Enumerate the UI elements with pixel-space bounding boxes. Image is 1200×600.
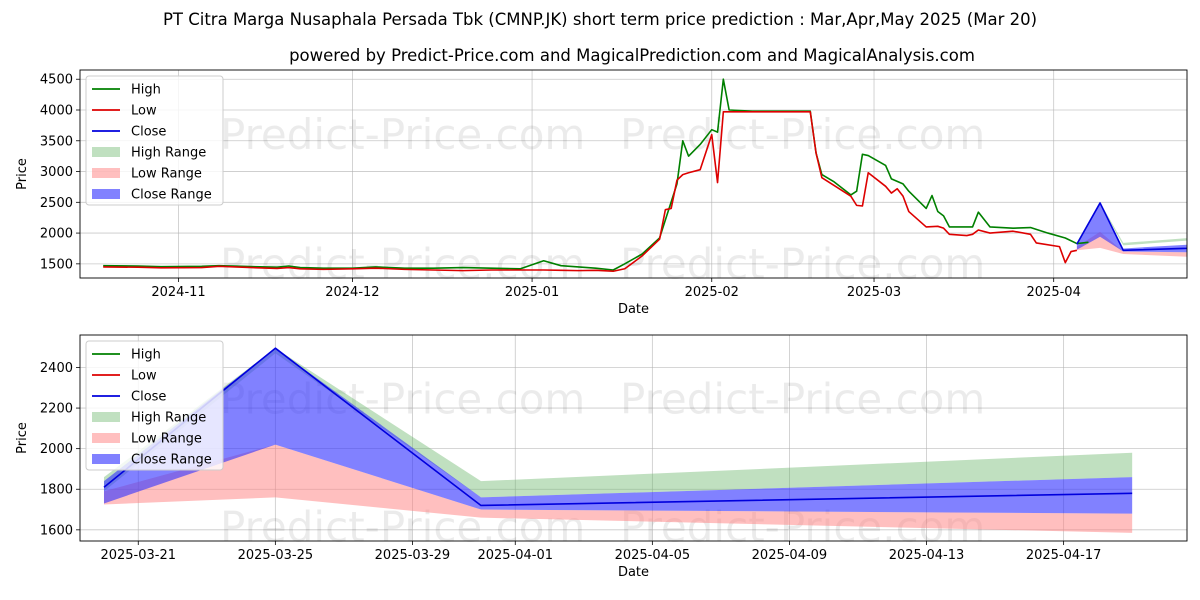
legend-swatch-patch — [92, 147, 120, 157]
legend-swatch-patch — [92, 412, 120, 422]
x-tick-label: 2025-04-09 — [752, 548, 828, 563]
chart-subtitle: powered by Predict-Price.com and Magical… — [289, 46, 975, 65]
legend-label: High — [131, 348, 161, 363]
axes-frame — [79, 69, 1188, 279]
plot-area — [103, 78, 1187, 273]
legend-swatch-patch — [92, 454, 120, 464]
watermark-text: Predict-Price.com — [620, 374, 985, 423]
upper-chart-panel: 1500 2000 2500 3000 3500 4000 4500 2024-11 2024-… — [15, 69, 1188, 317]
x-axis-label: Date — [618, 302, 649, 317]
legend-label: High Range — [131, 146, 206, 161]
y-tick-label: 4000 — [40, 104, 73, 119]
close-range-band — [103, 348, 1133, 514]
watermark-text: Predict-Price.com — [620, 239, 985, 288]
x-tick-label: 2025-04-01 — [477, 548, 553, 563]
legend-label: Close — [131, 390, 166, 405]
legend-label: High Range — [131, 411, 206, 426]
x-tick-label: 2025-03-25 — [238, 548, 314, 563]
lower-chart-panel: 1600 1800 2000 2200 2400 2025-03-21 2025-03-25… — [15, 334, 1188, 580]
x-tick-label: 2025-03-29 — [375, 548, 451, 563]
axes-frame — [79, 334, 1188, 542]
x-tick-label: 2025-04-17 — [1026, 548, 1102, 563]
y-tick-label: 1500 — [40, 257, 73, 272]
watermark-text: Predict-Price.com — [220, 110, 585, 159]
close-range-band — [1076, 202, 1187, 253]
x-tick-label: 2025-03 — [847, 285, 901, 300]
legend-label: Low Range — [131, 167, 202, 182]
legend-label: Low — [131, 369, 157, 384]
y-tick-label: 2000 — [40, 227, 73, 242]
y-tick-label: 3500 — [40, 134, 73, 149]
legend-label: High — [131, 83, 161, 98]
x-tick-label: 2025-04-13 — [889, 548, 965, 563]
legend-box — [85, 75, 224, 206]
legend-label: Low Range — [131, 432, 202, 447]
high-range-band — [1076, 202, 1187, 246]
y-tick-label: 1800 — [40, 483, 73, 498]
legend-swatch-patch — [92, 433, 120, 443]
y-tick-label: 2000 — [40, 442, 73, 457]
y-tick-label: 3000 — [40, 165, 73, 180]
legend-label: Close Range — [131, 453, 212, 468]
chart-title: PT Citra Marga Nusaphala Persada Tbk (CM… — [163, 10, 1037, 29]
y-axis-label: Price — [15, 158, 30, 190]
x-tick-label: 2024-11 — [151, 285, 205, 300]
legend-label: Close Range — [131, 188, 212, 203]
low-series-line — [103, 111, 1078, 273]
y-axis-label: Price — [15, 422, 30, 454]
y-tick-label: 2500 — [40, 196, 73, 211]
x-tick-label: 2025-04-05 — [615, 548, 691, 563]
x-tick-label: 2024-12 — [325, 285, 379, 300]
legend-swatch-patch — [92, 189, 120, 199]
y-tick-label: 2400 — [40, 361, 73, 376]
x-tick-label: 2025-03-21 — [100, 548, 176, 563]
y-tick-label: 1600 — [40, 523, 73, 538]
watermark-text: Predict-Price.com — [220, 239, 585, 288]
legend-label: Close — [131, 125, 166, 140]
watermark-text: Predict-Price.com — [620, 110, 985, 159]
legend-swatch-patch — [92, 168, 120, 178]
x-axis-label: Date — [618, 565, 649, 580]
y-tick-label: 2200 — [40, 402, 73, 417]
close-series-line — [1076, 202, 1187, 252]
legend-box — [85, 340, 224, 471]
x-tick-label: 2025-04 — [1027, 285, 1081, 300]
low-range-band — [103, 444, 1133, 533]
x-tick-label: 2025-01 — [505, 285, 559, 300]
legend-label: Low — [131, 104, 157, 119]
y-tick-label: 4500 — [40, 73, 73, 88]
x-tick-label: 2025-02 — [685, 285, 739, 300]
